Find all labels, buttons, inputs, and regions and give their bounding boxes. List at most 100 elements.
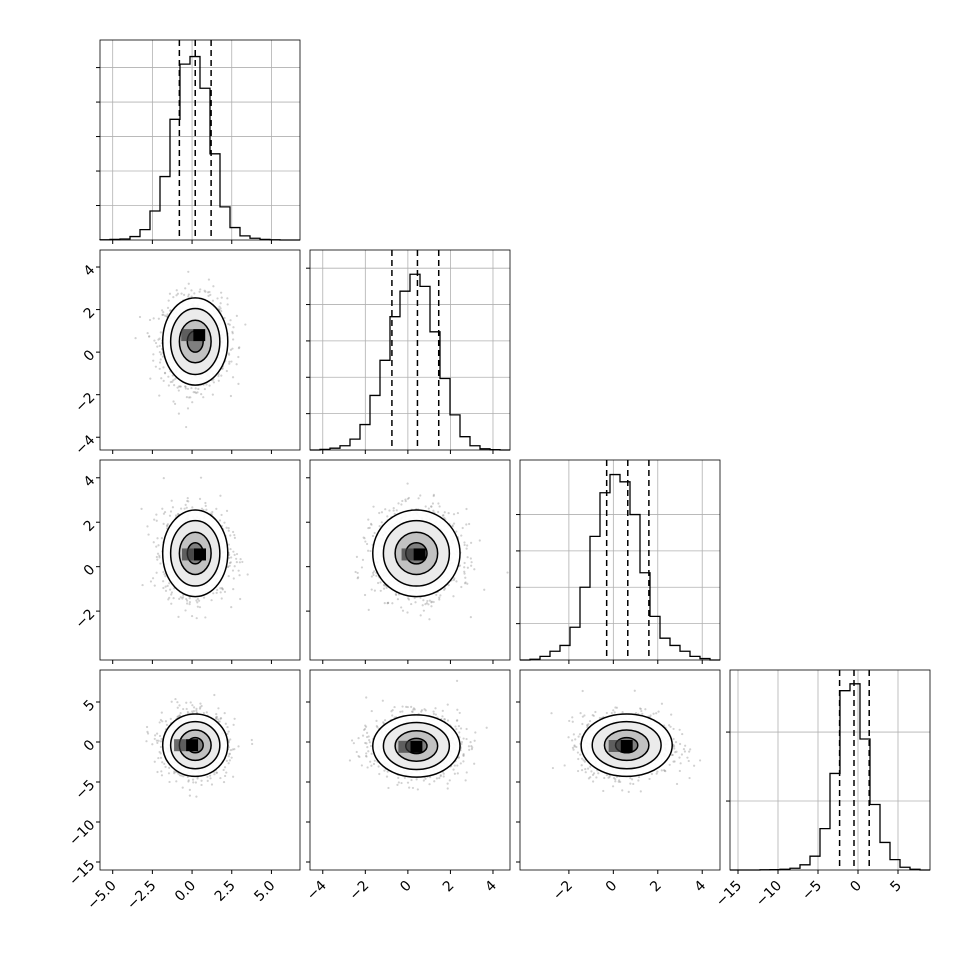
scatter-point: [179, 596, 182, 599]
scatter-point: [464, 581, 467, 584]
scatter-point: [168, 582, 171, 585]
scatter-point: [400, 606, 403, 609]
scatter-point: [192, 710, 196, 713]
scatter-point: [164, 314, 167, 317]
scatter-point: [164, 720, 168, 723]
scatter-point: [428, 599, 431, 602]
scatter-point: [230, 606, 233, 609]
scatter-point: [168, 514, 172, 517]
scatter-point: [159, 756, 163, 759]
scatter-point: [160, 774, 164, 777]
scatter-point: [186, 599, 189, 602]
scatter-point: [469, 557, 472, 560]
scatter-point: [184, 385, 187, 388]
scatter-density-panel: [140, 476, 249, 620]
scatter-point: [441, 514, 445, 517]
scatter-point: [231, 748, 234, 751]
scatter-point: [370, 523, 373, 526]
scatter-point: [158, 750, 161, 754]
scatter-point: [185, 506, 188, 509]
scatter-point: [187, 500, 190, 503]
x-tick-label: 5: [887, 878, 905, 896]
scatter-point: [222, 780, 226, 784]
scatter-point: [406, 497, 410, 500]
scatter-point: [447, 512, 450, 515]
scatter-point: [153, 584, 156, 587]
scatter-point: [378, 511, 381, 515]
scatter-point: [369, 549, 372, 553]
scatter-point: [227, 565, 230, 568]
scatter-point: [466, 566, 469, 569]
y-tick-label: 0: [81, 347, 99, 365]
scatter-point: [425, 602, 428, 605]
scatter-point: [451, 525, 454, 528]
scatter-point: [393, 512, 396, 516]
scatter-point: [146, 332, 149, 335]
scatter-point: [168, 309, 172, 312]
scatter-point: [196, 391, 199, 394]
scatter-point: [382, 583, 386, 586]
scatter-point: [219, 776, 222, 780]
density-cell: [182, 548, 194, 561]
scatter-point: [155, 519, 158, 522]
scatter-point: [189, 701, 192, 704]
scatter-point: [220, 513, 223, 517]
scatter-point: [404, 500, 407, 503]
scatter-point: [191, 710, 194, 713]
scatter-point: [159, 358, 162, 361]
scatter-point: [159, 353, 163, 356]
scatter-point: [419, 614, 422, 617]
scatter-point: [177, 615, 180, 618]
scatter-point: [186, 407, 190, 410]
scatter-point: [165, 723, 169, 726]
scatter-point: [231, 330, 234, 334]
scatter-point: [232, 550, 235, 553]
scatter-point: [210, 783, 214, 786]
scatter-point: [452, 595, 455, 598]
scatter-point: [213, 773, 216, 776]
scatter-point: [185, 707, 188, 711]
scatter-point: [161, 507, 164, 510]
scatter-point: [221, 367, 224, 370]
scatter-point: [202, 712, 205, 715]
scatter-point: [465, 523, 468, 526]
scatter-point: [232, 577, 235, 580]
scatter-point: [365, 542, 369, 546]
scatter-point: [421, 604, 424, 607]
scatter-point: [219, 587, 222, 590]
scatter-point: [228, 564, 231, 567]
scatter-point: [455, 580, 458, 583]
scatter-point: [177, 389, 180, 392]
scatter-point: [233, 533, 236, 537]
scatter-point: [430, 605, 433, 608]
scatter-point: [225, 771, 228, 774]
scatter-point: [221, 587, 224, 590]
scatter-point: [166, 306, 170, 309]
y-tick-label: 4: [81, 473, 99, 491]
scatter-point: [427, 603, 430, 606]
scatter-point: [192, 706, 196, 709]
scatter-point: [168, 596, 171, 599]
scatter-point: [233, 553, 236, 556]
scatter-point: [221, 588, 224, 591]
scatter-point: [195, 795, 198, 798]
scatter-point: [198, 599, 201, 602]
scatter-point: [196, 605, 199, 608]
scatter-point: [443, 516, 446, 519]
density-cell: [401, 548, 414, 561]
scatter-point: [206, 775, 209, 778]
scatter-point: [232, 338, 235, 341]
panel-content: [140, 476, 249, 620]
scatter-point: [158, 554, 161, 557]
scatter-point: [483, 588, 486, 591]
scatter-point: [162, 522, 165, 525]
scatter-point: [230, 556, 233, 559]
scatter-point: [432, 494, 435, 498]
scatter-point: [227, 529, 230, 532]
scatter-point: [239, 597, 242, 601]
scatter-point: [161, 720, 164, 723]
scatter-point: [172, 378, 175, 382]
scatter-point: [373, 570, 376, 573]
scatter-point: [176, 292, 180, 295]
